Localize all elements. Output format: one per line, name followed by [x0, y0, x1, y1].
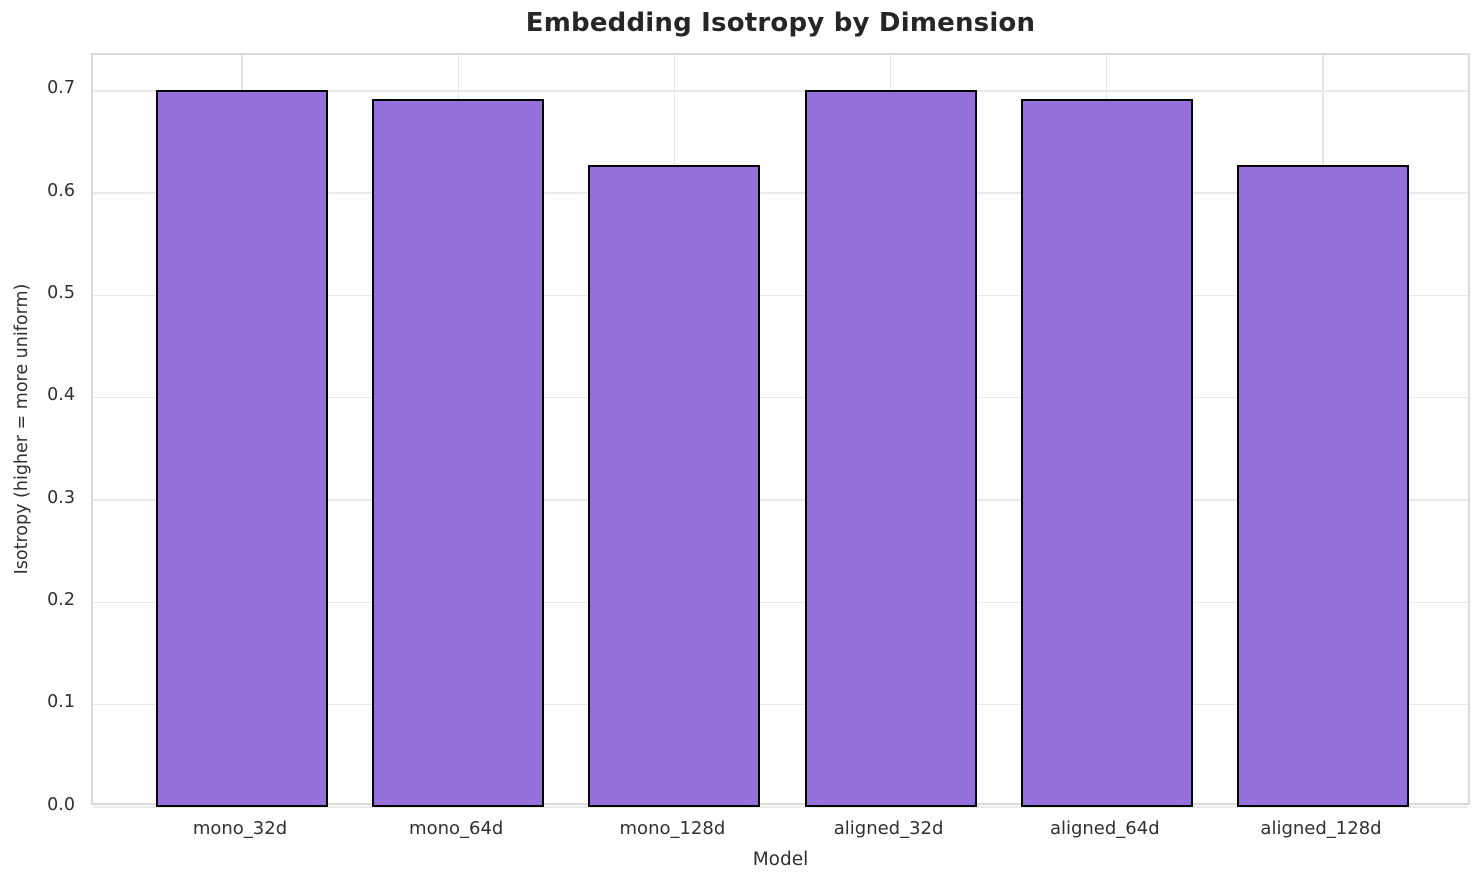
plot-area: [91, 53, 1470, 808]
x-tick-label: mono_32d: [192, 818, 288, 839]
y-tick-label: 0.1: [47, 692, 75, 713]
x-tick-label: aligned_64d: [1049, 818, 1160, 839]
bar-mono_128d: [588, 165, 761, 807]
bar-aligned_128d: [1237, 165, 1409, 807]
y-axis-label: Isotropy (higher = more uniform): [12, 283, 32, 575]
gridline-horizontal: [93, 294, 1468, 297]
x-axis-label: Model: [752, 849, 809, 870]
y-tick-label: 0.5: [47, 282, 75, 303]
bar-aligned_64d: [1020, 98, 1193, 807]
bar-aligned_32d: [804, 89, 977, 807]
gridline-horizontal: [93, 806, 1468, 808]
gridline-horizontal: [93, 90, 1468, 92]
chart-title: Embedding Isotropy by Dimension: [525, 8, 1036, 38]
gridline-horizontal: [93, 192, 1468, 194]
gridline-horizontal: [93, 499, 1468, 501]
x-tick-label: aligned_128d: [1260, 818, 1382, 839]
x-tick-label: aligned_32d: [833, 818, 944, 839]
y-tick-label: 0.6: [47, 180, 75, 201]
y-tick-label: 0.0: [47, 794, 75, 815]
gridline-horizontal: [93, 601, 1468, 604]
x-tick-label: mono_128d: [619, 818, 726, 839]
y-tick-label: 0.2: [47, 589, 75, 610]
x-tick-label: mono_64d: [409, 818, 504, 839]
y-tick-label: 0.3: [47, 487, 75, 508]
y-tick-label: 0.4: [47, 385, 75, 406]
y-tick-label: 0.7: [47, 78, 75, 99]
gridline-horizontal: [93, 397, 1468, 399]
bar-mono_32d: [156, 89, 328, 807]
gridline-horizontal: [93, 703, 1468, 706]
bar-mono_64d: [372, 98, 545, 807]
